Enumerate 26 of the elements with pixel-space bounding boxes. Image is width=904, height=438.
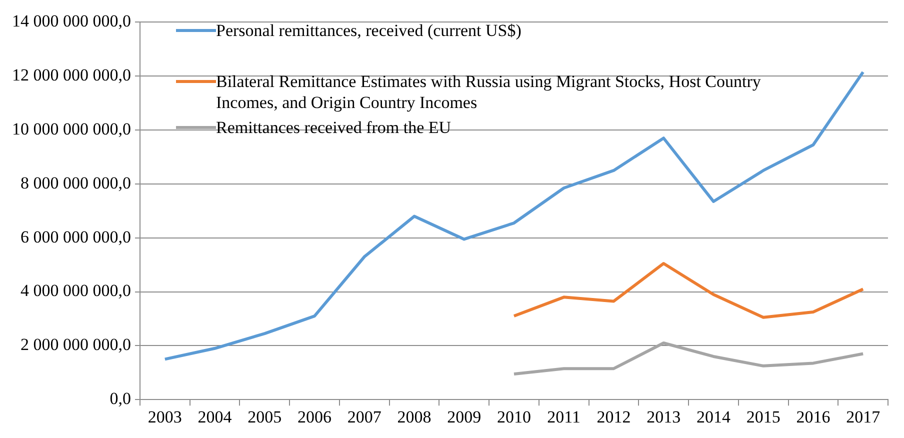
x-tick-label: 2014 bbox=[696, 407, 731, 426]
legend-label: Personal remittances, received (current US$) bbox=[216, 20, 522, 41]
x-tick-label: 2010 bbox=[497, 407, 531, 426]
x-tick-label: 2007 bbox=[347, 407, 382, 426]
y-tick-label: 12 000 000 000,0 bbox=[12, 66, 131, 85]
y-tick-label: 14 000 000 000,0 bbox=[12, 12, 131, 31]
y-tick-label: 8 000 000 000,0 bbox=[20, 173, 131, 192]
x-tick-label: 2011 bbox=[547, 407, 581, 426]
x-tick-label: 2015 bbox=[746, 407, 780, 426]
x-tick-label: 2016 bbox=[796, 407, 830, 426]
y-tick-label: 10 000 000 000,0 bbox=[12, 119, 131, 138]
x-tick-label: 2008 bbox=[397, 407, 432, 426]
legend-label: Remittances received from the EU bbox=[216, 117, 452, 138]
x-tick-label: 2012 bbox=[596, 407, 631, 426]
x-tick-label: 2004 bbox=[198, 407, 232, 426]
y-tick-label: 2 000 000 000,0 bbox=[20, 335, 131, 354]
y-tick-label: 0,0 bbox=[110, 389, 131, 408]
x-tick-label: 2013 bbox=[646, 407, 681, 426]
y-tick-label: 4 000 000 000,0 bbox=[20, 281, 131, 300]
legend-label: Bilateral Remittance Estimates with Russia using Migrant Stocks, Host Country Incomes, and Origin Country Incomes bbox=[216, 71, 762, 113]
x-tick-label: 2006 bbox=[298, 407, 332, 426]
y-tick-label: 6 000 000 000,0 bbox=[20, 227, 131, 246]
x-tick-label: 2005 bbox=[248, 407, 282, 426]
x-tick-label: 2017 bbox=[846, 407, 881, 426]
x-tick-label: 2003 bbox=[148, 407, 182, 426]
x-tick-label: 2009 bbox=[447, 407, 482, 426]
